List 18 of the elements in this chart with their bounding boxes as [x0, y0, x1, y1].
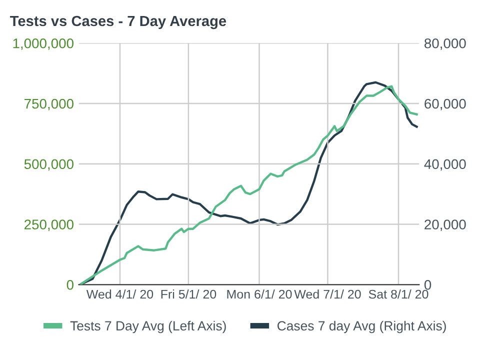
- y-tick-label: 0: [66, 280, 74, 290]
- y-tick-label: 750,000: [24, 98, 74, 110]
- y-tick-label: 1,000,000: [13, 38, 74, 50]
- y2-tick-label: 20,000: [424, 220, 466, 232]
- x-tick-label: Fri 5/1/ 20: [161, 289, 216, 299]
- y-tick-label: 500,000: [24, 159, 74, 171]
- y2-tick-label: 80,000: [424, 38, 466, 50]
- chart-title: Tests vs Cases - 7 Day Average: [10, 16, 226, 30]
- legend-label: Cases 7 day Avg (Right Axis): [278, 320, 446, 334]
- x-tick-label: Wed 7/1/ 20: [294, 289, 361, 299]
- y2-tick-label: 40,000: [424, 159, 466, 171]
- y2-tick-label: 60,000: [424, 98, 466, 110]
- legend-label: Tests 7 Day Avg (Left Axis): [70, 320, 226, 334]
- y2-tick-label: 0: [424, 280, 432, 290]
- x-tick-label: Wed 4/1/ 20: [86, 289, 154, 299]
- x-tick-label: Mon 6/1/ 20: [227, 289, 292, 299]
- x-tick-label: Sat 8/1/ 20: [368, 289, 428, 299]
- y-tick-label: 250,000: [24, 220, 74, 232]
